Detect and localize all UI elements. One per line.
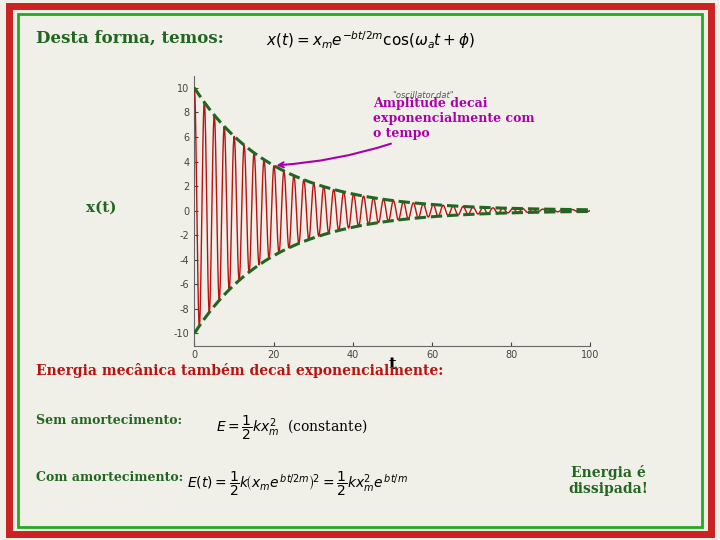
Text: Energia é
dissipada!: Energia é dissipada! [569,465,648,496]
Text: t: t [389,356,396,373]
Text: $x(t) = x_m e^{-bt/2m} \cos(\omega_a t + \phi)$: $x(t) = x_m e^{-bt/2m} \cos(\omega_a t +… [266,30,476,51]
Text: $E(t) = \dfrac{1}{2} k \!\left(x_m e^{\,bt/2m}\right)^{\!2} = \dfrac{1}{2} k x_m: $E(t) = \dfrac{1}{2} k \!\left(x_m e^{\,… [187,470,408,498]
Text: Energia mecânica também decai exponencialmente:: Energia mecânica também decai exponencia… [36,363,444,379]
Text: Amplitude decai
exponencialmente com
o tempo: Amplitude decai exponencialmente com o t… [279,97,534,167]
Text: Desta forma, temos:: Desta forma, temos: [36,30,224,46]
Text: $E = \dfrac{1}{2} k x_m^2$  (constante): $E = \dfrac{1}{2} k x_m^2$ (constante) [216,413,368,442]
Text: Sem amortecimento:: Sem amortecimento: [36,414,182,427]
Text: "oscillator.dat": "oscillator.dat" [392,91,454,100]
Text: x(t): x(t) [86,201,117,215]
Text: Com amortecimento:: Com amortecimento: [36,470,184,484]
